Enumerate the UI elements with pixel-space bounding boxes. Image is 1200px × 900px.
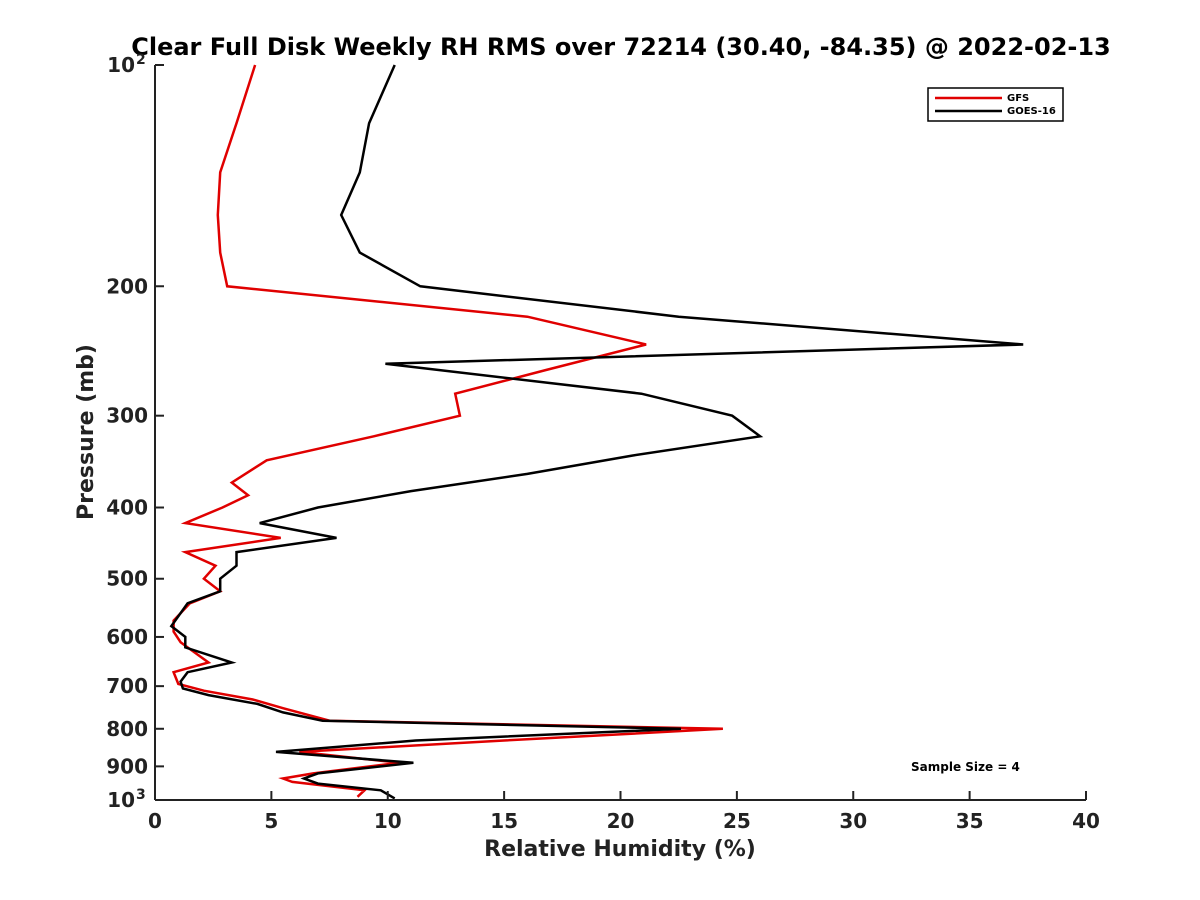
series-line-goes16: [169, 64, 1024, 800]
x-ticks: 0 5 10 15 20 25 30 35 40: [148, 791, 1100, 833]
x-tick-label: 10: [374, 809, 402, 833]
y-tick-label: 600: [106, 625, 148, 649]
x-tick-label: 30: [839, 809, 867, 833]
x-tick-label: 15: [490, 809, 518, 833]
legend-box: [927, 87, 1064, 122]
legend: GFS GOES-16: [927, 87, 1064, 122]
y-tick-label: 200: [106, 274, 148, 298]
x-tick-label: 5: [264, 809, 278, 833]
y-tick-label: 900: [106, 754, 148, 778]
sample-size-annotation: Sample Size = 4: [911, 760, 1020, 774]
y-tick-label: 700: [106, 674, 148, 698]
x-tick-label: 40: [1072, 809, 1100, 833]
x-tick-label: 0: [148, 809, 162, 833]
y-tick-label: 400: [106, 496, 148, 520]
x-tick-label: 35: [956, 809, 984, 833]
x-axis-label: Relative Humidity (%): [484, 837, 756, 862]
y-tick-exponent: 3: [136, 787, 146, 803]
plot-area: 0 5 10 15 20 25 30 35 40 10 220030040050060070080…: [106, 52, 1100, 833]
x-tick-label: 25: [723, 809, 751, 833]
series-layer: [169, 64, 1024, 800]
y-tick-label: 500: [106, 567, 148, 591]
y-tick-label: 800: [106, 717, 148, 741]
y-tick-exponent: 2: [136, 52, 146, 68]
y-tick-label: 10: [107, 53, 135, 77]
series-line-gfs: [171, 64, 723, 798]
legend-label-goes16: GOES-16: [1007, 106, 1056, 117]
x-tick-label: 20: [607, 809, 635, 833]
y-tick-label: 10: [107, 788, 135, 812]
y-axis-label: Pressure (mb): [74, 344, 99, 520]
chart-title: Clear Full Disk Weekly RH RMS over 72214…: [131, 33, 1111, 61]
legend-label-gfs: GFS: [1007, 93, 1029, 104]
y-tick-label: 300: [106, 404, 148, 428]
